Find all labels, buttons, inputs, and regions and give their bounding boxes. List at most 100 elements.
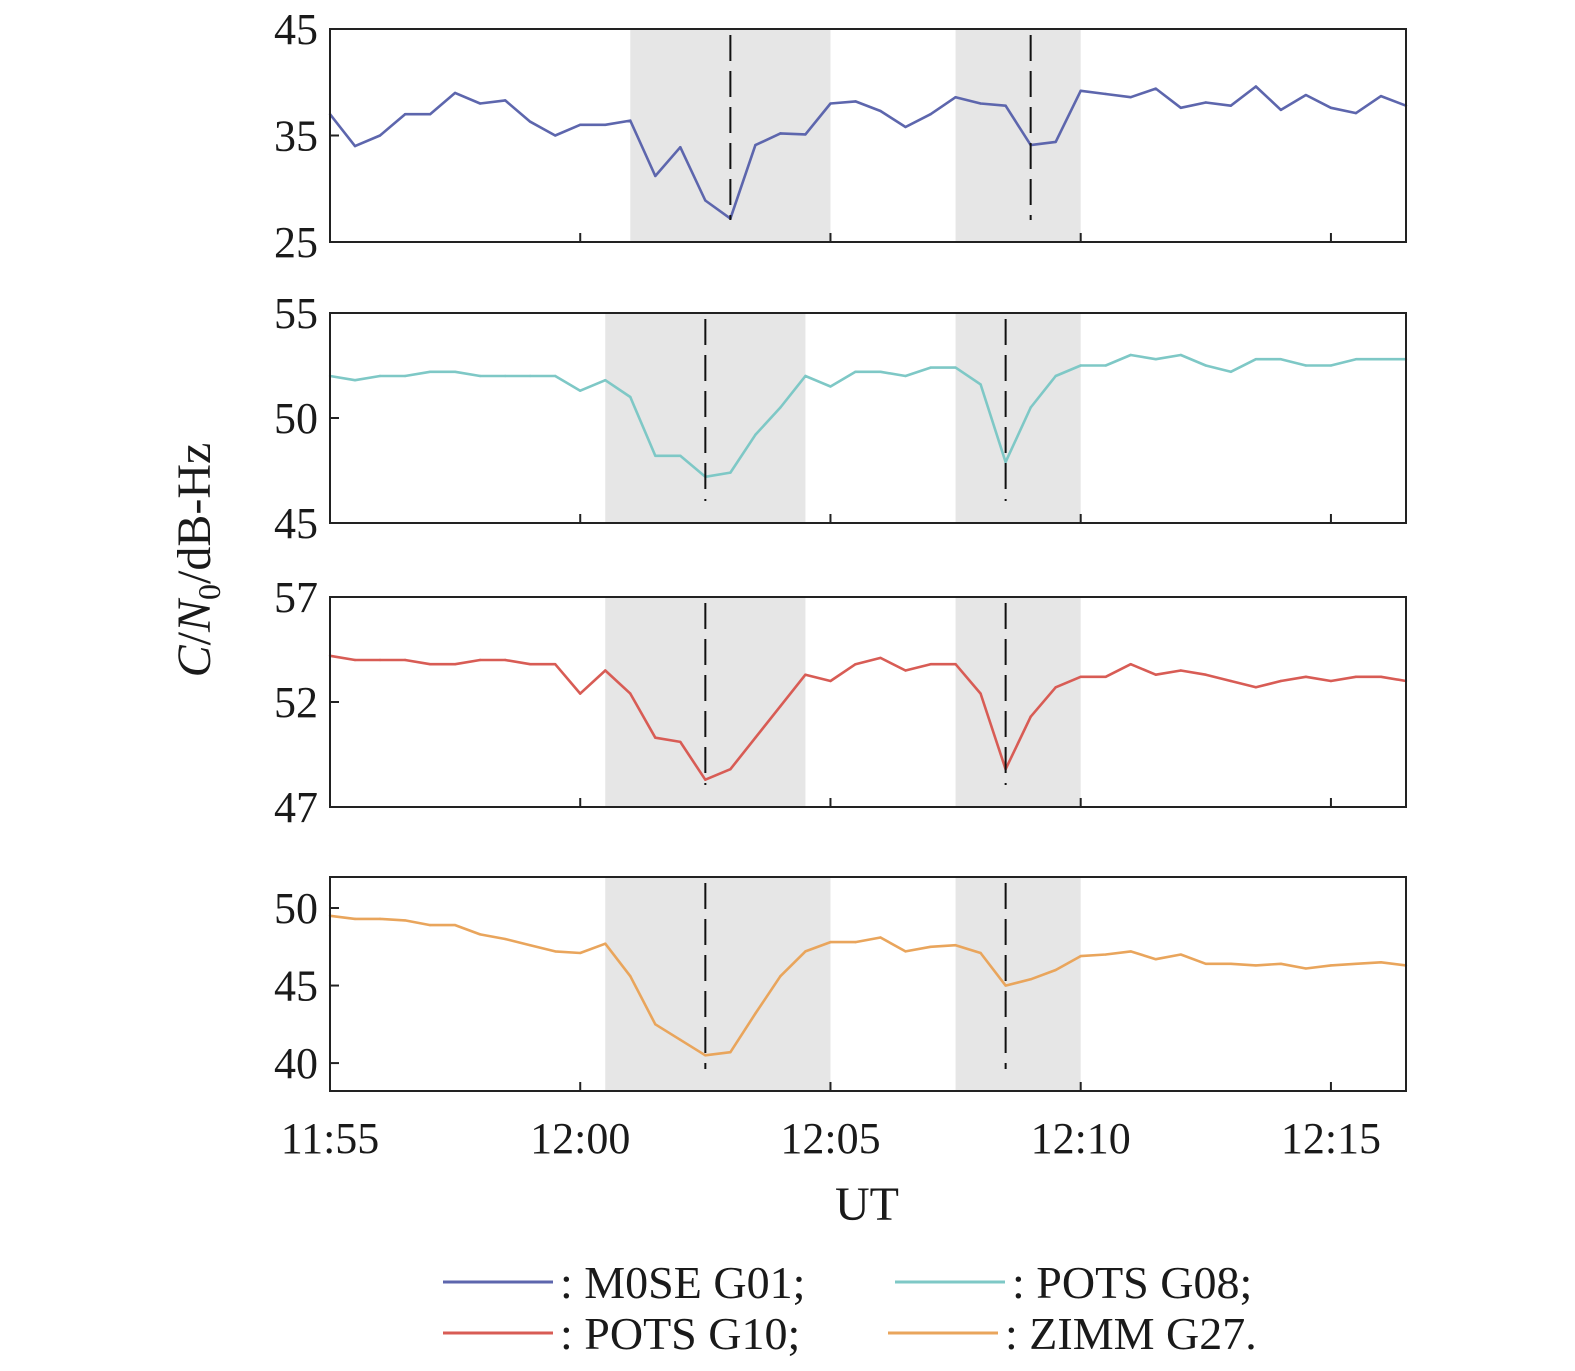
panel-pots-g10: 47 52 57 [274, 573, 1408, 832]
data-point [879, 370, 882, 373]
data-point [579, 389, 582, 392]
data-point [954, 95, 957, 99]
data-point [403, 113, 407, 116]
data-point [453, 663, 457, 666]
data-point [1304, 675, 1308, 678]
data-point [1079, 675, 1082, 678]
data-point [1104, 953, 1107, 956]
data-point [1054, 686, 1057, 689]
data-point [428, 113, 432, 116]
legend-label-pots-g08: : POTS G08; [1012, 1257, 1252, 1308]
data-point [979, 951, 982, 955]
data-point [1129, 353, 1132, 357]
data-point [428, 663, 432, 666]
data-point [478, 102, 482, 105]
x-axis-label: UT [835, 1178, 899, 1231]
data-point [704, 1054, 707, 1057]
y-tick-label: 50 [274, 884, 318, 933]
data-point [754, 736, 757, 739]
data-point [378, 658, 382, 662]
data-point [428, 370, 432, 373]
data-point [579, 123, 582, 127]
data-point [804, 374, 807, 378]
y-axis-label-unit: /dB-Hz [168, 443, 221, 584]
data-point [554, 950, 557, 953]
data-point [604, 669, 607, 672]
data-point [1179, 106, 1182, 110]
data-point [1129, 95, 1132, 99]
data-point [654, 736, 657, 739]
data-point [954, 663, 957, 666]
data-point [1004, 104, 1007, 107]
data-point [954, 944, 957, 947]
data-point [478, 658, 482, 662]
y-axis-label-subscript: 0 [191, 584, 227, 600]
data-point [1304, 93, 1308, 97]
data-point [1354, 358, 1358, 361]
data-point [904, 669, 907, 672]
data-point [1329, 106, 1333, 110]
data-point [1379, 961, 1383, 964]
y-tick-label: 35 [274, 112, 318, 161]
data-point [378, 374, 382, 378]
x-tick-label: 12:00 [530, 1114, 630, 1163]
data-point [779, 975, 782, 978]
data-point [754, 143, 757, 147]
data-point [704, 778, 707, 781]
shaded-region-2 [955, 313, 1081, 523]
data-point [478, 933, 482, 936]
data-point [1129, 950, 1132, 953]
data-point [1154, 673, 1157, 676]
data-point [1254, 686, 1258, 689]
chart-panels: 25 35 45 45 50 55 47 52 57 40 45 50 [274, 5, 1408, 1092]
y-axis-label: C/N0/dB-Hz [168, 443, 227, 678]
data-point [604, 123, 607, 127]
data-point [1029, 406, 1032, 409]
shaded-region-1 [605, 877, 831, 1091]
data-point [1129, 663, 1132, 666]
svg-text:C/N0/dB-Hz: C/N0/dB-Hz [168, 443, 227, 678]
panel-pots-g08: 45 50 55 [274, 289, 1408, 548]
legend-label-pots-g10: : POTS G10; [560, 1308, 800, 1359]
data-point [854, 100, 857, 103]
data-point [1354, 111, 1358, 115]
y-tick-label: 40 [274, 1039, 318, 1088]
data-point [1379, 675, 1383, 678]
data-point [679, 740, 682, 744]
data-point [1379, 358, 1383, 361]
data-point [629, 395, 632, 399]
data-point [779, 132, 782, 135]
data-point [554, 374, 557, 378]
data-point [1279, 962, 1283, 966]
x-tick-labels: 11:55 12:00 12:05 12:10 12:15 [281, 1114, 1381, 1163]
data-point [1154, 957, 1157, 961]
data-point [1154, 87, 1157, 90]
panel-zimm-g27: 40 45 50 [274, 876, 1408, 1092]
data-point [679, 146, 682, 149]
data-point [1204, 673, 1208, 676]
shaded-region-1 [630, 29, 831, 242]
data-point [1254, 85, 1258, 88]
data-point [1304, 364, 1308, 367]
shaded-region-2 [955, 29, 1081, 242]
data-point [503, 658, 507, 662]
data-point [1179, 353, 1182, 357]
x-tick-label: 12:15 [1281, 1114, 1381, 1163]
data-point [1029, 978, 1032, 981]
data-point [879, 109, 882, 113]
series-line-zimm-g27 [329, 914, 1407, 1057]
data-point [579, 951, 582, 955]
data-point [804, 950, 807, 953]
data-point [854, 663, 857, 666]
data-point [1254, 358, 1258, 361]
data-point [754, 433, 757, 436]
x-tick-label: 12:05 [780, 1114, 880, 1163]
data-point [679, 1038, 682, 1042]
data-point [729, 1051, 732, 1054]
data-point [1054, 140, 1057, 144]
plot-frame [329, 876, 1407, 1092]
data-point [904, 950, 907, 953]
data-point [929, 945, 932, 948]
data-point [854, 370, 857, 373]
